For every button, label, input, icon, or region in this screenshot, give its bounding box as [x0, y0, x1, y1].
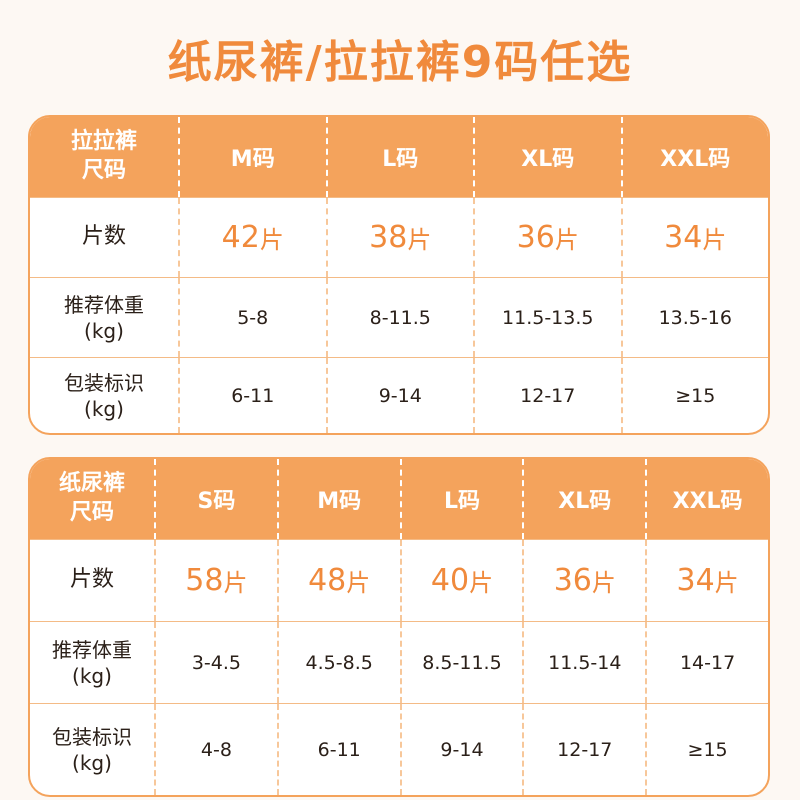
weight-label-unit: (kg) — [84, 318, 124, 343]
header-label: 拉拉裤 尺码 — [30, 117, 178, 197]
count-cell: 38 片 — [325, 198, 474, 277]
count-unit: 片 — [223, 569, 248, 597]
pack-label-line1: 包装标识 — [52, 724, 132, 749]
header-row: 纸尿裤 尺码 S码 M码 L码 XL码 XXL码 — [30, 459, 768, 539]
weight-label: 推荐体重 (kg) — [30, 278, 178, 357]
header-label-line1: 拉拉裤 — [70, 129, 137, 155]
weight-cell: 3-4.5 — [154, 622, 277, 703]
size-m: M码 — [178, 117, 326, 197]
size-xxl: XXL码 — [645, 459, 768, 539]
weight-cell: 11.5-13.5 — [473, 278, 621, 357]
pack-cell: ≥15 — [620, 358, 769, 433]
pack-label: 包装标识 (kg) — [30, 358, 178, 433]
count-cell: 42 片 — [178, 198, 326, 277]
size-l: L码 — [399, 459, 523, 539]
pack-label-line1: 包装标识 — [64, 370, 144, 395]
count-row: 片数 58 片 48 片 40 片 36 片 34 片 — [30, 539, 768, 621]
size-xxl: XXL码 — [620, 117, 769, 197]
count-cell: 40 片 — [399, 540, 523, 621]
count-value: 48 — [308, 563, 347, 598]
weight-label-unit: (kg) — [72, 663, 112, 688]
count-value: 58 — [185, 563, 224, 598]
count-label: 片数 — [69, 567, 114, 593]
pack-label: 包装标识 (kg) — [30, 704, 154, 795]
size-xl: XL码 — [522, 459, 645, 539]
count-value: 42 — [221, 220, 260, 255]
pack-cell: 12-17 — [473, 358, 621, 433]
weight-cell: 4.5-8.5 — [276, 622, 400, 703]
count-value: 36 — [516, 220, 555, 255]
page-title: 纸尿裤/拉拉裤9码任选 — [167, 37, 633, 88]
count-unit: 片 — [714, 569, 739, 597]
count-cell: 34 片 — [645, 540, 768, 621]
weight-cell: 11.5-14 — [522, 622, 645, 703]
count-cell: 58 片 — [154, 540, 277, 621]
header-row: 拉拉裤 尺码 M码 L码 XL码 XXL码 — [30, 117, 768, 197]
count-value: 34 — [664, 220, 703, 255]
count-cell: 48 片 — [276, 540, 400, 621]
size-xl: XL码 — [473, 117, 621, 197]
pack-label-unit: (kg) — [84, 396, 124, 421]
weight-cell: 8.5-11.5 — [399, 622, 523, 703]
count-row: 片数 42 片 38 片 36 片 34 片 — [30, 197, 768, 277]
count-label: 片数 — [81, 224, 126, 250]
count-unit: 片 — [591, 569, 616, 597]
weight-row: 推荐体重 (kg) 5-8 8-11.5 11.5-13.5 13.5-16 — [30, 277, 768, 357]
size-m: M码 — [276, 459, 400, 539]
count-value: 36 — [553, 563, 592, 598]
weight-label-line1: 推荐体重 — [64, 292, 144, 317]
pack-cell: 4-8 — [154, 704, 277, 795]
count-unit: 片 — [407, 226, 432, 254]
count-cell: 36 片 — [473, 198, 621, 277]
pack-cell: 9-14 — [325, 358, 474, 433]
pull-ups-size-table: 拉拉裤 尺码 M码 L码 XL码 XXL码 片数 42 片 38 片 36 片 34 片… — [28, 115, 770, 435]
weight-cell: 13.5-16 — [620, 278, 769, 357]
pack-cell: ≥15 — [645, 704, 768, 795]
weight-label: 推荐体重 (kg) — [30, 622, 154, 703]
header-label-line2: 尺码 — [81, 158, 126, 183]
pack-cell: 12-17 — [522, 704, 645, 795]
header-label-line2: 尺码 — [69, 500, 114, 525]
pack-label-unit: (kg) — [72, 750, 112, 775]
count-value: 40 — [430, 563, 470, 598]
count-unit: 片 — [702, 226, 727, 254]
weight-cell: 8-11.5 — [325, 278, 474, 357]
pack-cell: 6-11 — [178, 358, 326, 433]
pack-row: 包装标识 (kg) 4-8 6-11 9-14 12-17 ≥15 — [30, 703, 768, 795]
pack-cell: 9-14 — [399, 704, 523, 795]
count-value: 38 — [369, 220, 408, 255]
pack-cell: 6-11 — [276, 704, 400, 795]
count-unit: 片 — [469, 569, 494, 597]
count-value: 34 — [676, 563, 715, 598]
count-cell: 36 片 — [522, 540, 645, 621]
size-l: L码 — [325, 117, 474, 197]
weight-cell: 5-8 — [178, 278, 326, 357]
diapers-size-table: 纸尿裤 尺码 S码 M码 L码 XL码 XXL码 片数 58 片 48 片 40 片 … — [28, 457, 770, 797]
header-label: 纸尿裤 尺码 — [30, 459, 154, 539]
size-s: S码 — [154, 459, 277, 539]
pack-row: 包装标识 (kg) 6-11 9-14 12-17 ≥15 — [30, 357, 768, 433]
weight-label-line1: 推荐体重 — [52, 637, 132, 662]
weight-cell: 14-17 — [645, 622, 768, 703]
count-unit: 片 — [346, 569, 371, 597]
weight-row: 推荐体重 (kg) 3-4.5 4.5-8.5 8.5-11.5 11.5-14… — [30, 621, 768, 703]
header-label-line1: 纸尿裤 — [58, 471, 125, 497]
count-cell: 34 片 — [620, 198, 769, 277]
count-unit: 片 — [259, 226, 284, 254]
count-unit: 片 — [554, 226, 579, 254]
